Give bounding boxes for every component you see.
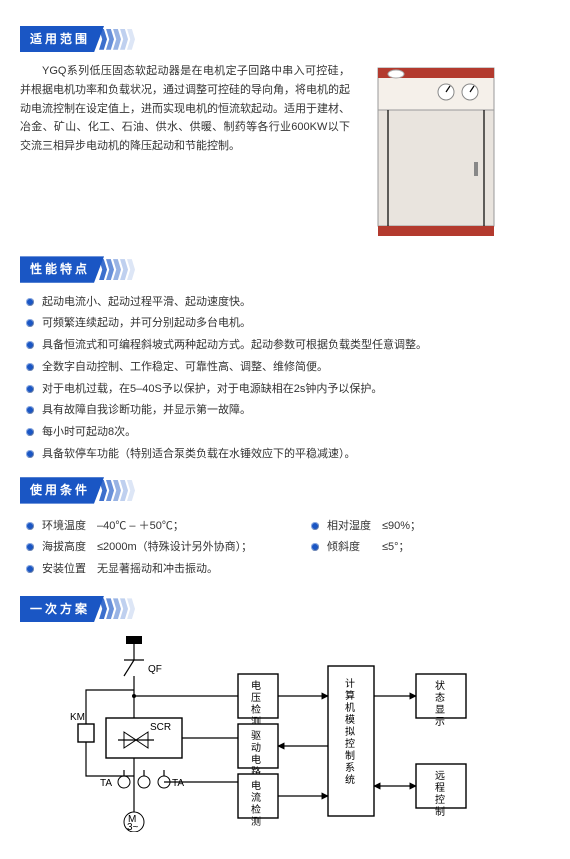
chevron-strip	[100, 480, 135, 501]
label-curr: 电流检测	[249, 779, 261, 828]
list-item: 相对湿度 ≤90%；	[311, 517, 550, 536]
list-item: 具备软停车功能（特别适合泵类负载在水锤效应下的平稳减速）。	[26, 445, 550, 464]
list-item: 海拔高度 ≤2000m（特殊设计另外协商）；	[26, 538, 265, 557]
label-scr: SCR	[150, 722, 171, 733]
section-header-feature: 性能特点	[20, 256, 550, 282]
label-ta: TA	[100, 778, 112, 789]
chevron-strip	[100, 598, 135, 619]
chevron-strip	[100, 29, 135, 50]
list-item: 安装位置 无显著摇动和冲击振动。	[26, 560, 265, 579]
section-title: 性能特点	[20, 256, 104, 282]
label-status: 状态显示	[433, 679, 445, 728]
conditions-left: 环境温度 –40℃ – ＋50℃； 海拔高度 ≤2000m（特殊设计另外协商）；…	[20, 514, 265, 582]
label-drive: 驱动电路	[249, 730, 261, 778]
section-title: 使用条件	[20, 477, 104, 503]
cabinet-illustration	[366, 62, 506, 242]
intro-paragraph: YGQ系列低压固态软起动器是在电机定子回路中串入可控硅，并根据电机功率和负载状况…	[20, 62, 350, 155]
feature-list: 起动电流小、起动过程平滑、起动速度快。 可频繁连续起动，并可分别起动多台电机。 …	[20, 293, 550, 464]
section-title: 适用范围	[20, 26, 104, 52]
list-item: 全数字自动控制、工作稳定、可靠性高、调整、维修简便。	[26, 358, 550, 377]
label-cpu: 计算机模拟控制系统	[343, 677, 355, 786]
label-volt: 电压检测	[249, 679, 261, 728]
label-ta2: TA	[172, 778, 184, 789]
section-header-cond: 使用条件	[20, 477, 550, 503]
list-item: 对于电机过载，在5–40S予以保护，对于电源缺相在2s钟内予以保护。	[26, 380, 550, 399]
list-item: 具有故障自我诊断功能，并显示第一故障。	[26, 401, 550, 420]
list-item: 倾斜度 ≤5°；	[311, 538, 550, 557]
section-title: 一次方案	[20, 596, 104, 622]
circuit-diagram: QF KM SCR TA	[70, 632, 500, 839]
list-item: 可频繁连续起动，并可分别起动多台电机。	[26, 314, 550, 333]
section-header-scheme: 一次方案	[20, 596, 550, 622]
conditions-right: 相对湿度 ≤90%； 倾斜度 ≤5°；	[305, 514, 550, 582]
section-header-scope: 适用范围	[20, 26, 550, 52]
label-remote: 远程控制	[433, 770, 445, 818]
label-km: KM	[70, 712, 85, 723]
list-item: 环境温度 –40℃ – ＋50℃；	[26, 517, 265, 536]
chevron-strip	[100, 259, 135, 280]
list-item: 具备恒流式和可编程斜坡式两种起动方式。起动参数可根据负载类型任意调整。	[26, 336, 550, 355]
list-item: 每小时可起动8次。	[26, 423, 550, 442]
label-qf: QF	[148, 664, 162, 675]
list-item: 起动电流小、起动过程平滑、起动速度快。	[26, 293, 550, 312]
svg-text:3~: 3~	[127, 822, 139, 832]
